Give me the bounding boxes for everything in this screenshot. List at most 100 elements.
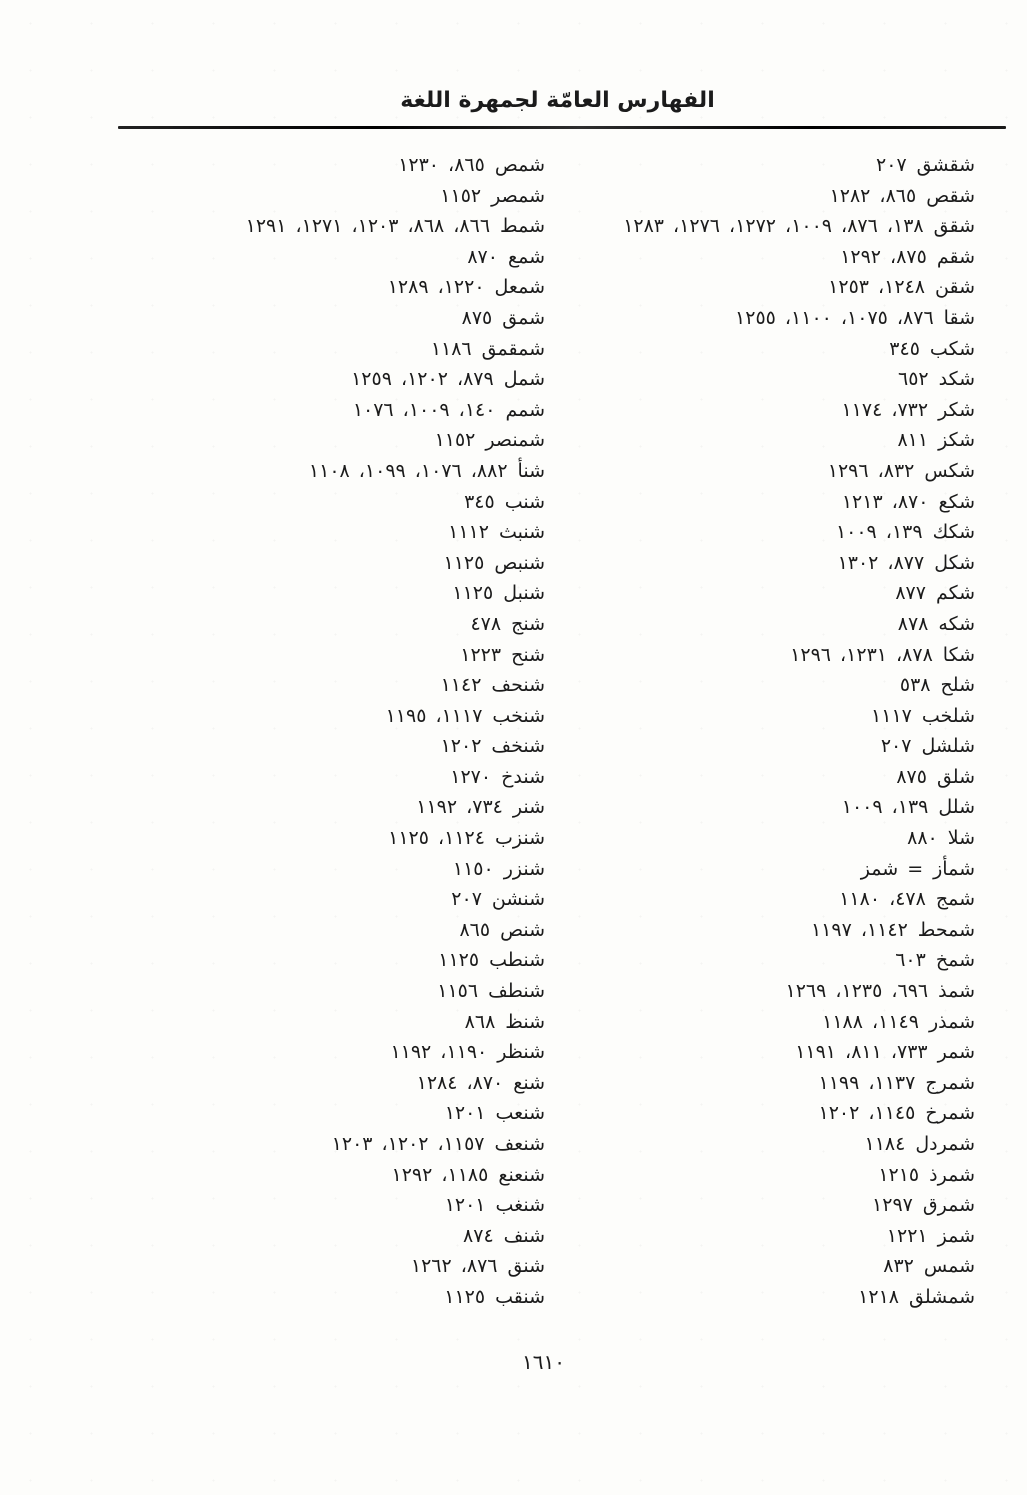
entry-headword: شمط [500, 215, 545, 238]
index-entry: شمذر ١١٤٩، ١١٨٨ [623, 1007, 975, 1038]
entry-headword: شنظ [505, 1010, 545, 1033]
entry-page-refs: ١٣٨، ٨٧٦، ١٠٠٩، ١٢٧٢، ١٢٧٦، ١٢٨٣ [623, 215, 924, 238]
index-entry: شمأز = شمز [623, 854, 975, 885]
entry-page-refs: ٦٥٢ [897, 368, 929, 391]
entry-page-refs: ٨٦٥، ١٢٨٢ [829, 184, 917, 207]
index-entry: شنبث ١١١٢ [246, 517, 545, 548]
index-entry: شمرج ١١٣٧، ١١٩٩ [623, 1068, 975, 1099]
index-entry: شلل ١٣٩، ١٠٠٩ [623, 792, 975, 823]
index-entry: شقق ١٣٨، ٨٧٦، ١٠٠٩، ١٢٧٢، ١٢٧٦، ١٢٨٣ [623, 211, 975, 242]
entry-page-refs: ٨٧٧، ١٣٠٢ [837, 551, 925, 574]
entry-page-refs: ١١٢٥ [443, 551, 485, 574]
entry-headword: شكز [938, 429, 975, 452]
entry-page-refs: ١١١٧ [871, 704, 912, 727]
entry-page-refs: ٨٧٠، ١٢٨٤ [416, 1071, 504, 1094]
entry-headword: شمرخ [925, 1102, 975, 1125]
entry-page-refs: ٦٩٦، ١٢٣٥، ١٢٦٩ [785, 980, 929, 1003]
entry-page-refs: ١١٩٠، ١١٩٢ [390, 1041, 488, 1064]
entry-page-refs: ٨٧٥ [461, 306, 493, 329]
index-entry: شمر ٧٣٣، ٨١١، ١١٩١ [623, 1037, 975, 1068]
entry-page-refs: ١٢٤٨، ١٢٥٣ [828, 276, 925, 299]
index-entry: شمع ٨٧٠ [246, 242, 545, 273]
entry-page-refs: ٨٧٧ [895, 582, 926, 605]
entry-headword: شكك [932, 521, 975, 544]
entry-headword: شلشل [921, 735, 975, 758]
index-entry: شمط ٨٦٦، ٨٦٨، ١٢٠٣، ١٢٧١، ١٢٩١ [246, 211, 545, 242]
index-entry: شنف ٨٧٤ [246, 1221, 545, 1252]
index-entry: شمصر ١١٥٢ [246, 181, 545, 212]
entry-headword: شمشلق [909, 1285, 975, 1308]
entry-headword: شمعل [494, 276, 545, 299]
entry-page-refs: ١١٨٥، ١٢٩٢ [391, 1163, 489, 1186]
entry-headword: شمم [505, 398, 545, 421]
entry-headword: شكر [938, 398, 975, 421]
entry-page-refs: ٣٤٥ [889, 337, 920, 360]
entry-headword: شمخ [935, 949, 975, 972]
entry-headword: شنبث [498, 521, 545, 544]
entry-page-refs: ١٢٠١ [444, 1194, 486, 1217]
entry-page-refs: ٨٧٦، ١٢٦٢ [410, 1255, 498, 1278]
entry-headword: شقا [943, 306, 975, 329]
entry-page-refs: ٦٠٣ [895, 949, 926, 972]
index-entry: شمرخ ١١٤٥، ١٢٠٢ [623, 1098, 975, 1129]
index-entry: شنبص ١١٢٥ [246, 548, 546, 579]
index-entry: شنص ٨٦٥ [246, 915, 545, 946]
entry-page-refs: ١٢٩٧ [872, 1194, 913, 1217]
entry-page-refs: ٨٧٠، ١٢١٣ [841, 490, 929, 513]
index-entry: شكل ٨٧٧، ١٣٠٢ [623, 548, 975, 579]
entry-page-refs: ١٣٩، ١٠٠٩ [835, 521, 923, 544]
index-entry: شكب ٣٤٥ [623, 334, 975, 365]
index-entry: شكك ١٣٩، ١٠٠٩ [623, 517, 975, 548]
entry-headword: شمع [507, 245, 545, 268]
entry-page-refs: ٥٣٨ [899, 674, 931, 697]
entry-headword: شقشق [916, 154, 975, 176]
index-entry: شنعنع ١١٨٥، ١٢٩٢ [246, 1160, 546, 1191]
index-entry: شنخف ١٢٠٢ [246, 731, 545, 762]
entry-page-refs: ٧٣٤، ١١٩٢ [416, 796, 503, 819]
entry-page-refs: ١٢٠٢ [440, 735, 482, 758]
entry-page-refs: ١٢٢٣ [460, 643, 502, 666]
entry-page-refs: ٤٧٨ [470, 612, 502, 635]
entry-page-refs: ٨٦٨ [464, 1010, 496, 1033]
index-entry: شمرق ١٢٩٧ [623, 1190, 975, 1221]
index-entry: شكه ٨٧٨ [623, 609, 975, 640]
entry-crossref: = شمز [860, 857, 924, 880]
index-entry: شقص ٨٦٥، ١٢٨٢ [623, 181, 975, 212]
index-entry: شنق ٨٧٦، ١٢٦٢ [246, 1251, 545, 1282]
entry-page-refs: ١١٨٤ [864, 1133, 906, 1155]
entry-page-refs: ١٢٢٠، ١٢٨٩ [387, 276, 485, 299]
index-entry: شلق ٨٧٥ [623, 762, 975, 793]
entry-page-refs: ٨٣٢ [883, 1255, 914, 1278]
index-entry: شنأ ٨٨٢، ١٠٧٦، ١٠٩٩، ١١٠٨ [246, 456, 545, 487]
index-entry: شنب ٣٤٥ [246, 487, 545, 518]
entry-headword: شنقب [495, 1285, 545, 1308]
entry-headword: شمصر [491, 184, 545, 207]
entry-page-refs: ١١٤٥، ١٢٠٢ [818, 1102, 916, 1125]
entry-page-refs: ١١٤٢، ١١٩٧ [810, 918, 908, 941]
page-number: ١٦١٠ [522, 1350, 565, 1374]
entry-page-refs: ١١١٢ [448, 521, 489, 544]
index-entry: شكد ٦٥٢ [623, 364, 975, 395]
entry-headword: شقم [936, 245, 975, 268]
entry-headword: شقق [933, 215, 975, 238]
entry-headword: شنغب [495, 1194, 545, 1217]
entry-headword: شنعف [494, 1133, 546, 1155]
entry-page-refs: ٨٧٥، ١٢٩٢ [840, 245, 927, 268]
entry-page-refs: ٨٦٥، ١٢٣٠ [398, 154, 485, 176]
index-entry: شنطب ١١٢٥ [246, 945, 545, 976]
entry-headword: شمردل [915, 1133, 975, 1155]
index-entry: شقشق ٢٠٧ [623, 150, 975, 181]
entry-headword: شكا [942, 643, 975, 666]
index-entry: شمشلق ١٢١٨ [623, 1282, 975, 1313]
index-entry: شمحط ١١٤٢، ١١٩٧ [623, 915, 975, 946]
index-entry: شنطف ١١٥٦ [246, 976, 545, 1007]
entry-headword: شكس [924, 459, 975, 482]
entry-headword: شنج [511, 612, 545, 635]
entry-page-refs: ١١٥٠ [452, 857, 494, 880]
entry-headword: شنبص [494, 551, 545, 574]
entry-headword: شكع [938, 490, 975, 513]
entry-headword: شنشن [491, 888, 545, 911]
entry-page-refs: ١٢٠١ [444, 1102, 486, 1125]
index-entry: شكم ٨٧٧ [623, 578, 975, 609]
index-entry: شنزب ١١٢٤، ١١٢٥ [246, 823, 545, 854]
